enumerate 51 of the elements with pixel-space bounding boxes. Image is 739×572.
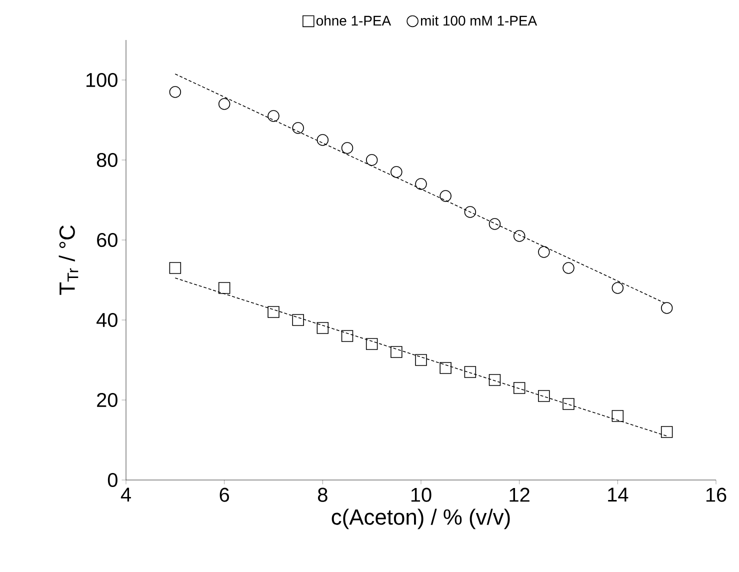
point bbox=[488, 374, 501, 386]
point bbox=[440, 362, 452, 374]
point bbox=[562, 262, 574, 274]
x-tick-label: 4 bbox=[120, 488, 131, 502]
y-tick-label: 100 bbox=[86, 72, 118, 88]
legend-label: mit 100 mM 1-PEA bbox=[420, 15, 538, 26]
x-axis-title: c(Aceton) / % (v/v) bbox=[332, 508, 510, 530]
point bbox=[341, 330, 354, 342]
x-tick-label: 14 bbox=[608, 488, 628, 502]
y-tick-label: 0 bbox=[108, 472, 118, 488]
point bbox=[366, 338, 378, 350]
point bbox=[415, 178, 427, 190]
point bbox=[316, 134, 329, 146]
point bbox=[538, 390, 550, 402]
point bbox=[538, 246, 550, 258]
point bbox=[415, 354, 427, 366]
point bbox=[562, 398, 574, 410]
point bbox=[268, 306, 280, 318]
point bbox=[390, 166, 402, 178]
x-tick-label: 10 bbox=[411, 488, 432, 502]
point bbox=[390, 346, 402, 358]
point bbox=[513, 230, 526, 242]
point bbox=[464, 366, 476, 378]
x-tick-label: 6 bbox=[220, 488, 229, 502]
point bbox=[169, 86, 182, 98]
x-tick-label: 12 bbox=[510, 488, 530, 502]
point bbox=[316, 322, 329, 334]
point bbox=[341, 142, 354, 154]
y-tick-label: 20 bbox=[97, 392, 118, 408]
legend-label: ohne 1-PEA bbox=[316, 15, 392, 26]
y-axis-title: T$_{Tr}$ / °C bbox=[58, 226, 78, 295]
point bbox=[488, 218, 501, 230]
point bbox=[660, 426, 673, 438]
x-tick-label: 16 bbox=[706, 488, 726, 502]
point bbox=[440, 190, 452, 202]
point bbox=[366, 154, 378, 166]
point bbox=[218, 282, 230, 294]
point bbox=[218, 98, 230, 110]
y-tick-label: 80 bbox=[96, 152, 118, 168]
x-tick-label: 8 bbox=[318, 488, 328, 502]
point bbox=[660, 302, 673, 314]
point bbox=[292, 122, 304, 134]
point bbox=[464, 206, 476, 218]
point bbox=[268, 110, 280, 122]
point bbox=[169, 262, 182, 274]
y-tick-label: 60 bbox=[97, 232, 118, 248]
y-tick-label: 40 bbox=[96, 312, 118, 328]
point bbox=[292, 314, 304, 326]
point bbox=[612, 410, 624, 422]
point bbox=[612, 282, 624, 294]
point bbox=[513, 382, 526, 394]
